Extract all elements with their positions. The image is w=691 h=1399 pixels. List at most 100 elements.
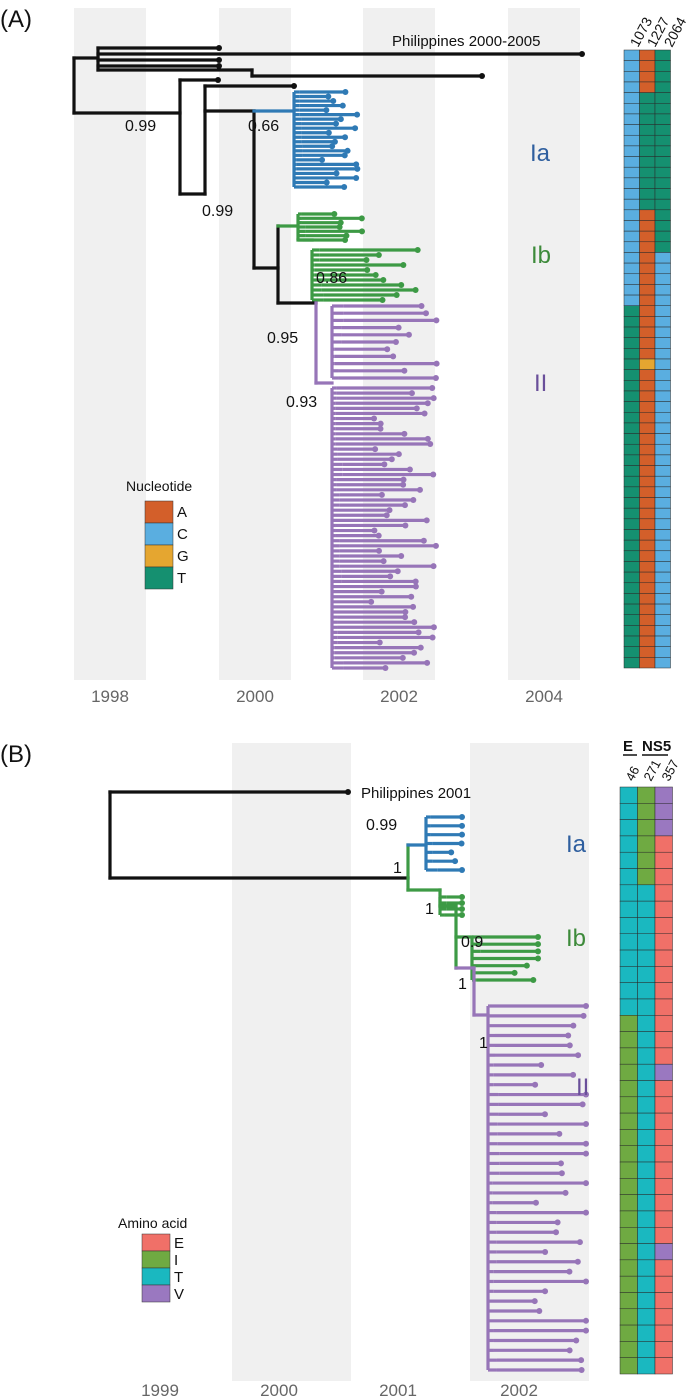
heatmap-cell — [639, 422, 656, 434]
heatmap-cell — [637, 1341, 656, 1358]
tree-tip — [422, 310, 429, 317]
heatmap-cell — [623, 625, 640, 637]
clade-ib-label: Ib — [566, 925, 586, 952]
tree-tip — [583, 1003, 589, 1009]
heatmap-cell — [639, 390, 656, 402]
tree-tip — [433, 360, 440, 367]
heatmap-cell — [654, 917, 673, 935]
tree-tip — [395, 324, 402, 331]
tree-tip — [400, 481, 407, 488]
tree-tip — [413, 405, 420, 412]
year-band — [232, 743, 351, 1381]
heatmap-cell — [623, 284, 640, 296]
tree-tip — [452, 858, 459, 865]
tree-tip — [583, 1327, 589, 1334]
tree-tip — [371, 415, 378, 422]
heatmap-cell — [654, 103, 671, 115]
tree-tip — [417, 644, 424, 651]
tree-tip — [375, 252, 382, 258]
heatmap-cell — [623, 198, 640, 211]
heatmap-cell — [639, 465, 656, 477]
heatmap-cell — [654, 1292, 673, 1310]
year-tick-label: 2002 — [380, 687, 418, 706]
tree-tip — [511, 969, 518, 976]
heatmap-cell — [654, 369, 671, 381]
heatmap-cell — [619, 1292, 638, 1310]
heatmap-cell — [639, 156, 656, 168]
tree-tip — [535, 941, 541, 948]
legend-swatch-t — [144, 566, 174, 590]
tree-tip — [344, 147, 351, 154]
tree-tip — [424, 659, 431, 666]
heatmap-cell — [619, 1031, 638, 1049]
heatmap-cell — [639, 454, 656, 466]
heatmap-cell — [654, 507, 671, 520]
heatmap-cell — [619, 819, 638, 837]
heatmap-cell — [623, 188, 640, 200]
tree-tip — [583, 1180, 589, 1187]
tree-tip — [576, 1239, 583, 1246]
heatmap-cell — [639, 646, 656, 658]
heatmap-cell — [623, 571, 640, 584]
heatmap-cell — [639, 550, 656, 562]
year-tick-label: 2001 — [379, 1381, 417, 1399]
heatmap-cell — [639, 316, 656, 328]
heatmap-cell — [623, 454, 640, 466]
tree-tip — [479, 73, 485, 79]
tree-tip — [375, 547, 382, 554]
tree-tip — [331, 138, 338, 145]
heatmap-cell — [623, 369, 640, 381]
tree-tip — [336, 224, 343, 230]
tree-tip — [459, 894, 465, 900]
heatmap-cell — [639, 603, 656, 615]
heatmap-cell — [619, 884, 638, 902]
tree-tip — [372, 272, 379, 278]
heatmap-cell — [654, 188, 671, 200]
tree-tip — [557, 1160, 564, 1167]
protein-ns5-label: NS5 — [642, 738, 671, 755]
heatmap-cell — [637, 1308, 656, 1326]
heatmap-cell — [623, 539, 640, 552]
heatmap-cell — [639, 497, 656, 509]
year-band — [74, 8, 146, 680]
heatmap-cell — [654, 593, 671, 605]
heatmap-cell — [619, 1178, 638, 1195]
legend-label: C — [177, 526, 188, 543]
heatmap-cell — [623, 113, 640, 125]
heatmap-cell — [637, 1292, 656, 1310]
heatmap-cell — [619, 786, 638, 804]
tree-tip — [427, 441, 434, 447]
legend-label: T — [177, 570, 186, 587]
heatmap-cell — [654, 603, 671, 615]
heatmap-cell — [639, 507, 656, 520]
tree-tip — [381, 461, 388, 468]
tree-tip — [531, 1298, 538, 1305]
tree-tip — [378, 588, 385, 595]
heatmap-cell — [623, 390, 640, 402]
tree-tip — [372, 446, 379, 453]
tree-tip — [424, 400, 431, 407]
tree-tip — [405, 331, 412, 338]
heatmap-cell — [654, 241, 671, 253]
legend-title: Amino acid — [118, 1215, 187, 1231]
heatmap-cell — [623, 443, 640, 456]
tree-tip — [371, 527, 378, 534]
heatmap-cell — [619, 1161, 638, 1179]
legend-label: G — [177, 548, 189, 565]
tree-tip — [377, 425, 384, 432]
tree-tip — [542, 1288, 549, 1295]
heatmap-cell — [637, 1063, 656, 1081]
heatmap-cell — [619, 1210, 638, 1228]
heatmap-cell — [619, 835, 638, 853]
heatmap-cell — [654, 316, 671, 328]
heatmap-cell — [619, 1015, 638, 1032]
heatmap-cell — [654, 497, 671, 509]
heatmap-cell — [654, 262, 671, 275]
heatmap-cell — [654, 1210, 673, 1228]
heatmap-cell — [639, 358, 656, 370]
tree-tip — [352, 125, 359, 132]
legend-swatch-c — [144, 522, 174, 546]
heatmap-cell — [619, 1324, 638, 1342]
outgroup-label: Philippines 2000-2005 — [392, 33, 540, 50]
